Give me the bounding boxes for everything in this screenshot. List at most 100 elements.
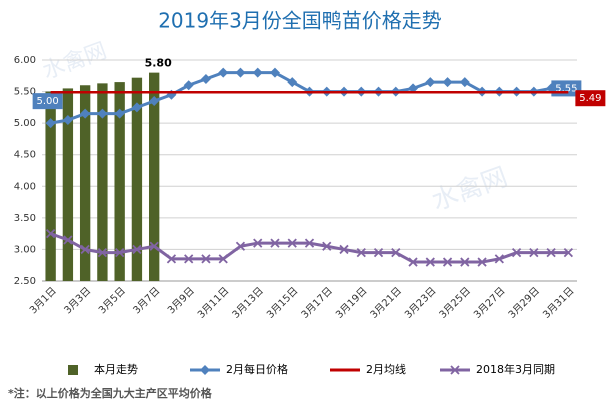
point <box>425 77 436 88</box>
bar <box>62 88 74 282</box>
x-tick-label: 3月19日 <box>333 285 369 321</box>
point <box>494 254 504 264</box>
data-label: 5.00 <box>32 93 63 110</box>
bar <box>45 91 56 281</box>
point <box>131 102 142 113</box>
x-tick-label: 3月11日 <box>195 285 231 321</box>
point <box>200 365 210 375</box>
bar <box>131 77 143 282</box>
point <box>511 247 522 258</box>
point <box>80 244 90 255</box>
x-tick-label: 3月5日 <box>96 285 128 317</box>
point <box>391 247 401 258</box>
data-label: 5.49 <box>575 90 606 107</box>
data-label-box <box>575 90 606 107</box>
point <box>132 244 142 255</box>
legend-swatch <box>68 365 78 375</box>
point <box>408 257 418 267</box>
point <box>218 67 229 78</box>
data-label: 5.80 <box>145 57 172 70</box>
point <box>149 241 159 251</box>
point <box>235 67 246 78</box>
point <box>184 254 194 264</box>
point <box>287 77 298 88</box>
bar <box>97 83 108 281</box>
x-tick-label: 3月1日 <box>27 285 59 317</box>
watermark: 水禽网 <box>40 38 111 84</box>
point <box>253 238 263 248</box>
point <box>200 73 211 84</box>
y-tick-label: 2.50 <box>14 276 36 287</box>
point <box>442 257 453 267</box>
y-tick-label: 5.00 <box>14 118 36 129</box>
data-label-text: 5.55 <box>555 83 577 94</box>
bar <box>149 72 160 281</box>
point <box>459 77 470 88</box>
point <box>563 247 574 258</box>
y-tick-label: 4.00 <box>14 181 36 192</box>
point <box>97 247 108 258</box>
point <box>460 257 470 267</box>
point <box>166 254 177 264</box>
y-tick-label: 6.00 <box>14 55 36 66</box>
point <box>149 96 160 107</box>
point <box>269 67 280 78</box>
point <box>62 114 73 125</box>
point <box>115 247 125 258</box>
point <box>63 235 73 245</box>
x-tick-label: 3月25日 <box>437 285 473 321</box>
x-tick-label: 3月31日 <box>540 285 576 321</box>
x-tick-label: 3月23日 <box>402 285 438 321</box>
x-tick-label: 3月3日 <box>62 285 94 317</box>
watermark: 水禽网 <box>428 162 512 217</box>
x-tick-label: 3月29日 <box>506 285 542 321</box>
legend-label: 本月走势 <box>94 362 138 376</box>
point <box>356 247 366 258</box>
point <box>304 238 315 248</box>
x-tick-label: 3月17日 <box>299 285 335 321</box>
point <box>80 108 91 119</box>
data-label-text: 5.00 <box>36 96 58 107</box>
data-label-box <box>32 93 63 110</box>
point <box>442 77 453 88</box>
point <box>235 241 246 251</box>
legend-label: 2月每日价格 <box>226 362 288 376</box>
y-tick-label: 4.50 <box>14 150 36 161</box>
point <box>322 241 332 251</box>
chart-title: 2019年3月份全国鸭苗价格走势 <box>158 9 442 33</box>
point <box>97 108 108 119</box>
point <box>529 247 539 258</box>
point <box>270 238 280 248</box>
point <box>45 229 56 239</box>
point <box>408 83 419 94</box>
line <box>50 71 569 125</box>
line <box>50 232 569 264</box>
x-tick-label: 3月13日 <box>230 285 266 321</box>
y-tick-label: 3.50 <box>14 213 36 224</box>
legend-label: 2018年3月同期 <box>476 362 555 376</box>
bar <box>114 82 125 281</box>
x-tick-label: 3月9日 <box>165 285 197 317</box>
data-label-text: 5.49 <box>579 93 601 104</box>
footnote: *注：以上价格为全国九大主产区平均价格 <box>8 386 213 400</box>
point <box>287 238 297 248</box>
point <box>477 257 487 267</box>
point <box>201 254 211 264</box>
point <box>425 257 435 267</box>
y-tick-label: 3.00 <box>14 244 36 255</box>
point <box>45 118 56 129</box>
point <box>252 67 263 78</box>
bar <box>79 85 91 281</box>
x-tick-label: 3月15日 <box>264 285 300 321</box>
point <box>546 247 556 258</box>
point <box>373 247 384 258</box>
point <box>339 244 349 255</box>
y-tick-label: 5.50 <box>14 87 36 98</box>
x-tick-label: 3月27日 <box>471 285 507 321</box>
point <box>114 108 125 119</box>
point <box>183 80 194 91</box>
legend-label: 2月均线 <box>366 362 406 376</box>
point <box>218 254 228 264</box>
x-tick-label: 3月21日 <box>368 285 404 321</box>
